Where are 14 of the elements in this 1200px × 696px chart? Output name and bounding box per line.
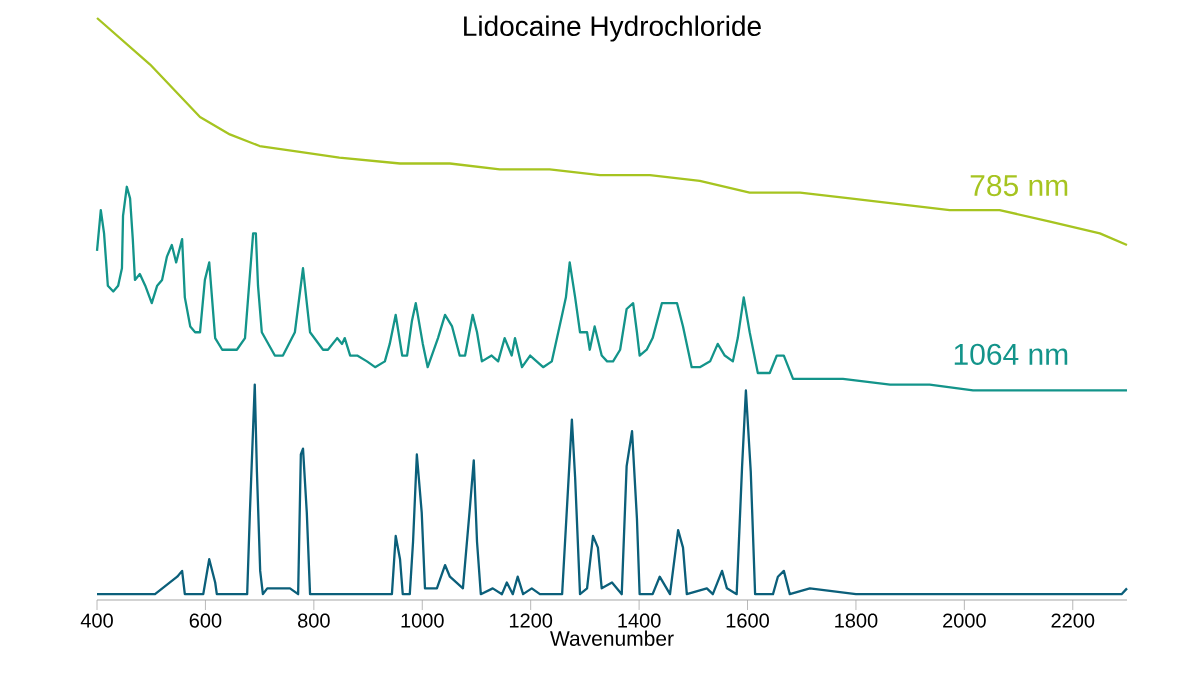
x-tick-label: 2200 xyxy=(1051,613,1095,628)
x-tick-label: 600 xyxy=(189,613,222,628)
x-tick-label: 1600 xyxy=(726,613,769,628)
chart-title: Lidocaine Hydrochloride xyxy=(464,15,761,42)
x-tick-label: 1200 xyxy=(509,613,553,628)
x-tick-label: 1800 xyxy=(835,613,878,628)
x-tick-label: 1400 xyxy=(618,613,661,628)
series-label: 1064 nm xyxy=(954,343,1068,365)
x-tick-label: 400 xyxy=(80,613,113,628)
x-tick-label: 800 xyxy=(298,613,330,628)
x-tick-label: 1000 xyxy=(401,613,444,628)
x-tick-label: 2000 xyxy=(943,613,986,628)
x-axis-title: Wavenumber xyxy=(550,630,674,646)
series-label: 785 nm xyxy=(970,174,1068,197)
